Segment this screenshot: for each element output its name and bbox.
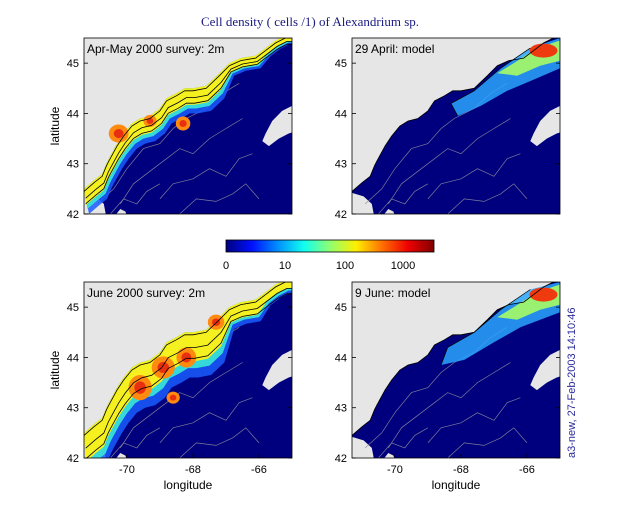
coastline [84, 282, 292, 436]
colorbar-tick: 10 [279, 260, 291, 272]
bathymetry-contour [179, 427, 260, 458]
y-axis-label: latitude [48, 350, 62, 389]
bathymetry-contour [447, 183, 528, 214]
density-contour [85, 41, 292, 199]
bathymetry-contour [378, 183, 429, 214]
bathymetry-contour [159, 397, 253, 444]
bathymetry-contour [110, 183, 161, 214]
y-tick-label: 43 [67, 403, 79, 415]
y-tick-label: 42 [335, 453, 347, 465]
colorbar-tick: 0 [223, 260, 229, 272]
x-tick-label: -68 [453, 464, 469, 476]
y-tick-label: 44 [67, 352, 79, 364]
density-blob-red [113, 129, 124, 139]
y-tick-label: 42 [67, 453, 79, 465]
x-tick-label: -68 [185, 464, 201, 476]
y-tick-label: 43 [67, 159, 79, 171]
bathymetry-contour [427, 397, 521, 444]
y-tick-label: 45 [335, 302, 347, 314]
density-contour [85, 43, 292, 205]
model-plume-peak [529, 43, 558, 58]
density-blob-red [134, 381, 146, 394]
y-tick-label: 45 [67, 58, 79, 70]
colorbar-bar [225, 239, 435, 253]
density-contour [85, 288, 292, 449]
y-tick-label: 45 [67, 302, 79, 314]
coastline [352, 38, 560, 192]
y-tick-label: 44 [335, 352, 347, 364]
nova-scotia-land [530, 105, 560, 147]
bathymetry-contour [378, 427, 429, 458]
density-field-cyan [84, 38, 292, 209]
panel-label: 9 June: model [355, 286, 430, 300]
bathymetry-contour [159, 153, 253, 200]
density-field-blue [84, 38, 292, 214]
axes-frame [351, 37, 561, 215]
bathymetry-contour [388, 362, 511, 449]
nova-scotia-land [530, 349, 560, 391]
y-tick-label: 43 [335, 403, 347, 415]
x-tick-label: -70 [387, 464, 403, 476]
x-tick-label: -66 [251, 464, 267, 476]
density-blob-red [211, 318, 221, 326]
y-tick-label: 44 [335, 108, 347, 120]
nova-scotia-land [262, 105, 292, 147]
x-axis-label: longitude [432, 478, 481, 492]
y-tick-label: 42 [335, 209, 347, 221]
bathymetry-contour [427, 153, 521, 200]
bathymetry-contour [120, 118, 243, 205]
density-blob-red [181, 352, 192, 363]
bathymetry-contour [179, 183, 260, 214]
panel-label: 29 April: model [355, 42, 434, 56]
colorbar-tick: 1000 [391, 260, 415, 272]
figure-title: Cell density ( cells /1) of Alexandrium … [201, 14, 419, 29]
x-axis-label: longitude [164, 478, 213, 492]
density-blob-red [146, 117, 154, 124]
colorbar-tick: 100 [336, 260, 354, 272]
coastline [352, 282, 560, 436]
bathymetry-contour [447, 427, 528, 458]
y-tick-label: 45 [335, 58, 347, 70]
timestamp-stamp: a3-new, 27-Feb-2003 14:10:46 [566, 308, 578, 458]
cape-cod-land [352, 192, 395, 214]
map-panel: 29 April: model 42 43 44 45 [335, 37, 561, 221]
map-panel: Apr-May 2000 survey: 2m 42 43 44 45 latitude [48, 37, 293, 221]
axes-frame [351, 281, 561, 459]
cape-cod-land [352, 436, 395, 458]
y-tick-label: 43 [335, 159, 347, 171]
density-contour [450, 47, 531, 117]
colorbar: 0 10 100 1000 [223, 239, 435, 272]
model-plume-peak [529, 287, 558, 302]
bathymetry-contour [388, 118, 511, 205]
y-tick-label: 42 [67, 209, 79, 221]
map-panel: 9 June: model 42 43 44 45 -70 -68 -66 longitude [335, 281, 561, 492]
panel-label: June 2000 survey: 2m [87, 286, 205, 300]
coastline [84, 38, 292, 192]
map-panel: June 2000 survey: 2m 42 43 44 45 -70 -68 -66 lat… [48, 281, 293, 492]
x-tick-label: -66 [519, 464, 535, 476]
panel-label: Apr-May 2000 survey: 2m [87, 42, 224, 56]
density-blob-red [169, 394, 177, 401]
y-tick-label: 44 [67, 108, 79, 120]
density-blob-red [179, 119, 187, 128]
bathymetry-contour [120, 362, 243, 449]
bathymetry-contour [110, 427, 161, 458]
density-blob-red [157, 361, 170, 374]
density-contour [86, 293, 292, 458]
axes-frame [83, 37, 293, 215]
y-axis-label: latitude [48, 106, 62, 145]
x-tick-label: -70 [119, 464, 135, 476]
nova-scotia-land [262, 349, 292, 391]
density-field-blue [84, 282, 292, 458]
axes-frame [83, 281, 293, 459]
